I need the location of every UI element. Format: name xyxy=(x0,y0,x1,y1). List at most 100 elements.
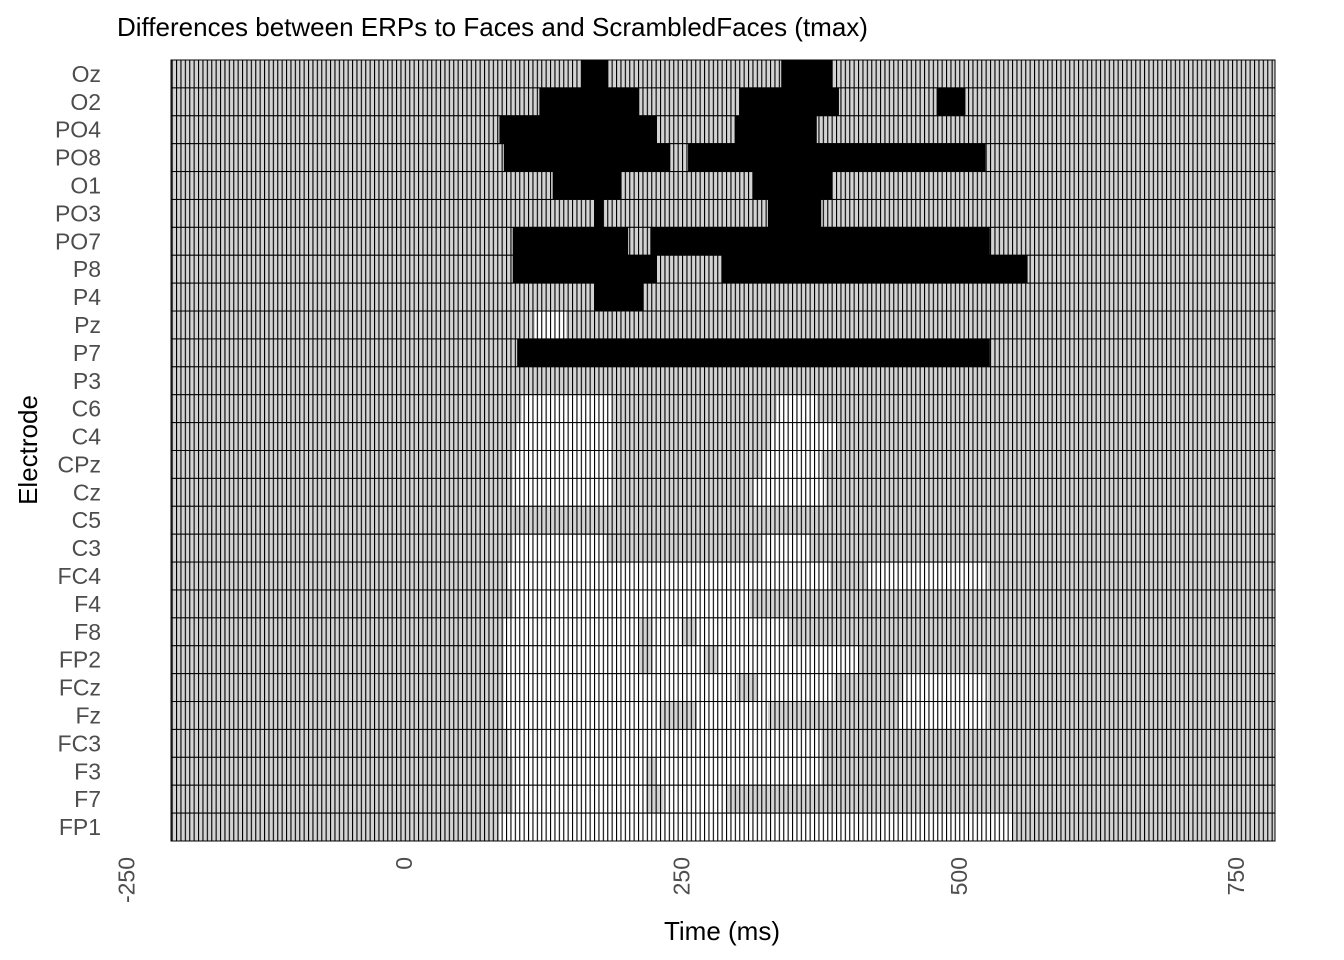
y-tick-label-c3: C3 xyxy=(72,535,101,561)
y-tick-label-oz: Oz xyxy=(72,61,101,87)
y-tick-label-fcz: FCz xyxy=(59,675,101,701)
row-o1 xyxy=(171,171,1275,200)
y-tick-label-f3: F3 xyxy=(74,758,101,784)
significant-cell-po8-0 xyxy=(503,143,671,172)
light-cell-fp2-0 xyxy=(503,645,640,674)
y-tick-label-f8: F8 xyxy=(74,619,101,645)
significant-cell-p8-0 xyxy=(512,255,657,284)
x-tick-label-2: 250 xyxy=(668,857,694,895)
light-cell-fp2-1 xyxy=(652,645,704,674)
row-border-fp1 xyxy=(170,812,1276,842)
significant-cell-o1-0 xyxy=(552,171,622,200)
light-cell-c4-1 xyxy=(770,422,837,451)
light-cell-f7-0 xyxy=(512,785,646,814)
light-cell-cpz-0 xyxy=(512,450,613,479)
light-cell-fz-0 xyxy=(503,701,660,730)
light-cell-fz-1 xyxy=(696,701,768,730)
significant-cell-po4-0 xyxy=(499,115,657,144)
significant-cell-o2-1 xyxy=(739,87,839,116)
row-cpz xyxy=(171,450,1275,479)
light-cell-fc3-0 xyxy=(508,729,822,758)
row-c4 xyxy=(171,422,1275,451)
y-tick-label-o1: O1 xyxy=(70,173,101,199)
significant-cell-p7-0 xyxy=(517,338,990,367)
x-tick-label-0: -250 xyxy=(114,857,140,903)
row-c5 xyxy=(171,506,1275,535)
y-tick-label-cpz: CPz xyxy=(58,451,101,477)
y-tick-label-o2: O2 xyxy=(70,89,101,115)
x-tick-label-3: 500 xyxy=(946,857,972,895)
significant-cell-o2-0 xyxy=(539,87,640,116)
light-cell-c6-1 xyxy=(776,394,817,423)
significant-cell-p8-1 xyxy=(721,255,1028,284)
significant-cell-po3-1 xyxy=(767,199,822,228)
light-cell-f3-0 xyxy=(512,757,646,786)
y-tick-label-po7: PO7 xyxy=(55,228,101,254)
light-cell-f3-1 xyxy=(656,757,822,786)
light-cell-c3-1 xyxy=(761,534,811,563)
significant-cell-po4-1 xyxy=(734,115,817,144)
light-cell-fp1-0 xyxy=(499,813,1013,841)
significant-cell-po8-1 xyxy=(688,143,986,172)
light-cell-fcz-2 xyxy=(903,673,988,702)
row-po3 xyxy=(171,199,1275,228)
x-tick-label-1: 0 xyxy=(391,857,417,870)
y-tick-label-fp2: FP2 xyxy=(59,647,101,673)
row-cz xyxy=(171,478,1275,507)
x-axis-title: Time (ms) xyxy=(664,916,780,946)
light-cell-fz-2 xyxy=(898,701,988,730)
light-cell-fc4-0 xyxy=(508,562,831,590)
light-cell-c3-0 xyxy=(512,534,606,563)
y-tick-label-p3: P3 xyxy=(73,368,101,394)
y-tick-label-po4: PO4 xyxy=(55,117,101,143)
light-cell-c6-0 xyxy=(521,394,613,423)
row-c6 xyxy=(171,394,1275,423)
light-cell-fp2-2 xyxy=(716,645,859,674)
x-axis-ticks: -250 0 250 500 750 xyxy=(114,857,1250,903)
significant-cell-o1-1 xyxy=(752,171,833,200)
row-p4 xyxy=(171,283,1275,312)
significant-cell-po3-0 xyxy=(594,199,604,228)
y-axis-title: Electrode xyxy=(13,395,43,505)
chart-title: Differences between ERPs to Faces and Sc… xyxy=(117,12,868,42)
y-tick-label-po8: PO8 xyxy=(55,145,101,171)
light-cell-cpz-1 xyxy=(761,450,822,479)
row-c3 xyxy=(171,534,1275,563)
light-cell-fc4-1 xyxy=(867,562,988,590)
row-oz xyxy=(171,60,1275,88)
row-po4 xyxy=(171,115,1275,144)
significant-cell-o2-2 xyxy=(936,87,966,116)
light-cell-f4-0 xyxy=(512,589,751,618)
significant-cell-oz-0 xyxy=(581,60,609,88)
light-cell-fcz-0 xyxy=(503,673,737,702)
y-tick-label-fp1: FP1 xyxy=(59,814,101,840)
light-cell-f8-0 xyxy=(503,617,640,646)
y-tick-label-c5: C5 xyxy=(72,507,101,533)
y-tick-label-pz: Pz xyxy=(74,312,101,338)
row-o2 xyxy=(171,87,1275,116)
y-tick-label-fz: Fz xyxy=(75,702,101,728)
y-tick-label-p7: P7 xyxy=(73,340,101,366)
y-tick-label-fc4: FC4 xyxy=(58,563,102,589)
significant-cell-oz-1 xyxy=(781,60,833,88)
light-cell-cz-1 xyxy=(752,478,826,507)
y-tick-label-f7: F7 xyxy=(74,786,101,812)
y-tick-label-cz: Cz xyxy=(73,479,101,505)
row-p3 xyxy=(171,366,1275,395)
y-axis-ticks: OzO2PO4PO8O1PO3PO7P8P4PzP7P3C6C4CPzCzC5C… xyxy=(55,61,101,840)
light-cell-f8-2 xyxy=(696,617,788,646)
y-tick-label-c4: C4 xyxy=(72,424,102,450)
significant-cell-p4-0 xyxy=(594,283,644,312)
plot-area xyxy=(170,59,1276,842)
y-tick-label-p8: P8 xyxy=(73,256,101,282)
y-tick-label-po3: PO3 xyxy=(55,200,101,226)
light-cell-f7-1 xyxy=(663,785,726,814)
y-tick-label-c6: C6 xyxy=(72,396,101,422)
y-tick-label-p4: P4 xyxy=(73,284,101,310)
significant-cell-po7-0 xyxy=(512,227,629,256)
x-tick-label-4: 750 xyxy=(1223,857,1249,895)
light-cell-cz-0 xyxy=(512,478,613,507)
light-cell-c4-0 xyxy=(517,422,613,451)
row-pz xyxy=(171,311,1275,339)
